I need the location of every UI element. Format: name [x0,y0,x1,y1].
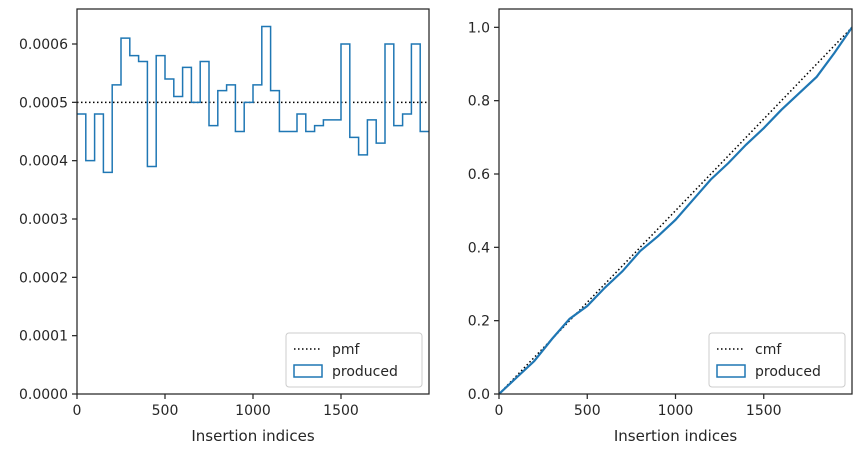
series-group [499,26,852,394]
plot-area [77,9,429,394]
legend-box [285,332,423,388]
legend-label-pmf: pmf [332,342,361,358]
y-tick-label: 0.0004 [19,154,68,170]
x-tick-label: 1000 [235,403,271,419]
x-tick-label: 0 [73,403,82,419]
y-tick-label: 0.0005 [19,95,68,111]
x-tick-label: 1500 [746,403,782,419]
legend-swatch-produced [293,364,323,378]
y-tick-label: 0.0001 [19,329,68,345]
y-tick-label: 0.0003 [19,212,68,228]
x-tick-label: 0 [495,403,504,419]
y-tick-label: 1.0 [468,20,490,36]
x-tick-label: 1000 [658,403,694,419]
y-tick-label: 0.4 [468,240,490,256]
legend-box [708,332,846,388]
y-tick-label: 0.0006 [19,37,68,53]
legend: pmf produced [285,332,423,388]
series-step-produced [77,25,429,174]
legend: cmf produced [708,332,846,388]
y-tick-label: 0.2 [468,314,490,330]
y-tick-label: 0.0 [468,387,490,403]
y-tick-label: 0.6 [468,167,490,183]
plot-area [499,9,852,394]
x-axis-label: Insertion indices [614,427,737,445]
x-tick-label: 1500 [323,403,359,419]
x-axis-label: Insertion indices [191,427,314,445]
x-tick-label: 500 [152,403,179,419]
left-panel-pmf-histogram: 0 500 1000 1500 0.0000 0.0001 0.0002 0.0003 0.00… [19,8,430,445]
legend-label-produced: produced [755,364,821,380]
series-group [77,25,429,174]
legend-swatch-produced [716,364,746,378]
right-panel-cmf-line: 0 500 1000 1500 0.0 0.2 0.4 0.6 0.8 1.0 Insertion … [468,8,853,445]
legend-label-cmf: cmf [755,342,782,358]
x-tick-label: 500 [574,403,601,419]
y-tick-label: 0.0000 [19,387,68,403]
y-tick-label: 0.8 [468,94,490,110]
series-line-produced [499,26,852,394]
legend-label-produced: produced [332,364,398,380]
y-tick-label: 0.0002 [19,270,68,286]
